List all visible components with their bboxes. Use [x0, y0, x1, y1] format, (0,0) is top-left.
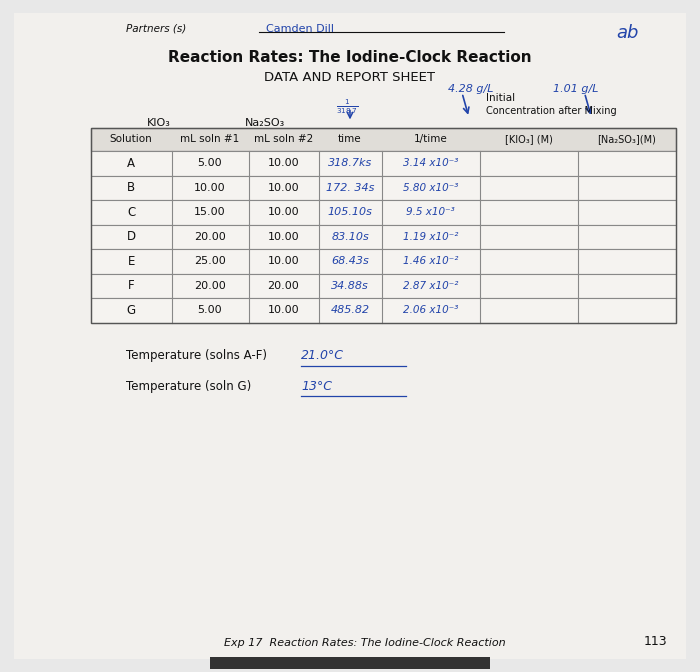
Text: Initial: Initial	[486, 93, 516, 103]
Text: 485.82: 485.82	[330, 305, 370, 315]
Text: 2.87 x10⁻²: 2.87 x10⁻²	[402, 281, 458, 291]
Text: 10.00: 10.00	[267, 183, 300, 193]
Bar	[91, 224, 676, 249]
Text: 10.00: 10.00	[267, 232, 300, 242]
Bar	[91, 298, 676, 323]
Text: 1.46 x10⁻²: 1.46 x10⁻²	[402, 256, 458, 266]
Bar	[91, 128, 676, 151]
Text: Solution: Solution	[110, 134, 153, 144]
Text: 1.19 x10⁻²: 1.19 x10⁻²	[402, 232, 458, 242]
Text: 21.0°C: 21.0°C	[301, 349, 344, 362]
Text: ab: ab	[616, 24, 638, 42]
Text: [Na₂SO₃](M): [Na₂SO₃](M)	[597, 134, 656, 144]
Text: Reaction Rates: The Iodine-Clock Reaction: Reaction Rates: The Iodine-Clock Reactio…	[168, 50, 532, 65]
Text: mL soln #2: mL soln #2	[254, 134, 313, 144]
Text: F: F	[128, 280, 134, 292]
Text: 105.10s: 105.10s	[328, 208, 372, 218]
Text: 83.10s: 83.10s	[331, 232, 369, 242]
Bar	[91, 200, 676, 224]
Text: 10.00: 10.00	[194, 183, 226, 193]
Text: KIO₃: KIO₃	[147, 118, 171, 128]
Text: Concentration after Mixing: Concentration after Mixing	[486, 106, 617, 116]
Text: 20.00: 20.00	[194, 281, 226, 291]
Text: Camden Dill: Camden Dill	[266, 24, 334, 34]
Text: Na₂SO₃: Na₂SO₃	[245, 118, 286, 128]
Text: 10.00: 10.00	[267, 256, 300, 266]
Text: Partners (s): Partners (s)	[126, 24, 186, 34]
FancyBboxPatch shape	[14, 13, 686, 659]
Text: Temperature (solns A-F): Temperature (solns A-F)	[126, 349, 267, 362]
Text: 15.00: 15.00	[194, 208, 226, 218]
Text: 5.80 x10⁻³: 5.80 x10⁻³	[402, 183, 458, 193]
Text: 4.28 g/L: 4.28 g/L	[448, 84, 493, 94]
Text: G: G	[127, 304, 136, 317]
Text: 10.00: 10.00	[267, 159, 300, 169]
Text: DATA AND REPORT SHEET: DATA AND REPORT SHEET	[265, 71, 435, 83]
Text: 1.01 g/L: 1.01 g/L	[553, 84, 598, 94]
Text: 25.00: 25.00	[194, 256, 226, 266]
Bar	[91, 175, 676, 200]
Text: 20.00: 20.00	[194, 232, 226, 242]
Text: 13°C: 13°C	[301, 380, 332, 392]
Text: 1/time: 1/time	[414, 134, 447, 144]
Text: D: D	[127, 230, 136, 243]
Text: time: time	[338, 134, 362, 144]
Text: 10.00: 10.00	[267, 305, 300, 315]
Text: 10.00: 10.00	[267, 208, 300, 218]
Bar	[91, 249, 676, 274]
Text: A: A	[127, 157, 135, 170]
Bar	[91, 274, 676, 298]
Text: B: B	[127, 181, 135, 194]
Text: 9.5 x10⁻³: 9.5 x10⁻³	[406, 208, 455, 218]
Text: C: C	[127, 206, 135, 219]
Text: Exp 17  Reaction Rates: The Iodine-Clock Reaction: Exp 17 Reaction Rates: The Iodine-Clock …	[224, 638, 505, 648]
Text: 68.43s: 68.43s	[331, 256, 369, 266]
Text: $\frac{1}{318.7}$: $\frac{1}{318.7}$	[336, 97, 358, 116]
Text: 113: 113	[644, 636, 668, 648]
Text: 20.00: 20.00	[267, 281, 300, 291]
Text: E: E	[127, 255, 135, 268]
Text: 5.00: 5.00	[197, 305, 223, 315]
Text: 5.00: 5.00	[197, 159, 223, 169]
Text: 3.14 x10⁻³: 3.14 x10⁻³	[402, 159, 458, 169]
Bar	[91, 151, 676, 175]
Bar	[210, 657, 490, 669]
Bar	[91, 128, 676, 323]
Text: 172. 34s: 172. 34s	[326, 183, 374, 193]
Text: 34.88s: 34.88s	[331, 281, 369, 291]
Text: Temperature (soln G): Temperature (soln G)	[126, 380, 251, 392]
Text: 2.06 x10⁻³: 2.06 x10⁻³	[402, 305, 458, 315]
Text: [KIO₃] (M): [KIO₃] (M)	[505, 134, 552, 144]
Text: mL soln #1: mL soln #1	[181, 134, 239, 144]
Text: 318.7ks: 318.7ks	[328, 159, 372, 169]
